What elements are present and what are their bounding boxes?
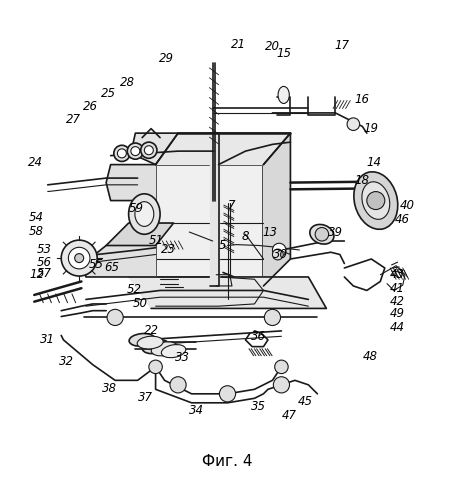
Text: 52: 52 bbox=[126, 283, 142, 296]
Text: 32: 32 bbox=[59, 355, 74, 368]
Text: 15: 15 bbox=[276, 46, 291, 60]
Text: 31: 31 bbox=[40, 334, 55, 346]
Ellipse shape bbox=[151, 342, 178, 356]
Ellipse shape bbox=[278, 86, 289, 104]
Ellipse shape bbox=[162, 344, 186, 358]
Text: 25: 25 bbox=[101, 87, 116, 100]
Circle shape bbox=[367, 192, 385, 210]
Ellipse shape bbox=[354, 172, 398, 230]
Polygon shape bbox=[263, 133, 290, 286]
Text: 29: 29 bbox=[159, 52, 174, 66]
Text: 17: 17 bbox=[334, 39, 349, 52]
Text: Фиг. 4: Фиг. 4 bbox=[202, 454, 253, 468]
Polygon shape bbox=[84, 246, 156, 277]
Circle shape bbox=[107, 310, 123, 326]
Circle shape bbox=[219, 386, 236, 402]
Polygon shape bbox=[156, 164, 263, 286]
Circle shape bbox=[264, 310, 281, 326]
Text: 20: 20 bbox=[265, 40, 280, 54]
Text: 12: 12 bbox=[29, 268, 44, 281]
Polygon shape bbox=[156, 133, 290, 164]
Polygon shape bbox=[129, 277, 326, 308]
Text: 41: 41 bbox=[390, 282, 405, 294]
Text: 18: 18 bbox=[355, 174, 370, 187]
Text: 65: 65 bbox=[104, 260, 119, 274]
Text: 39: 39 bbox=[328, 226, 343, 239]
Text: 37: 37 bbox=[138, 391, 153, 404]
Ellipse shape bbox=[347, 118, 359, 130]
Text: 53: 53 bbox=[36, 242, 51, 256]
Text: 23: 23 bbox=[161, 244, 176, 256]
Text: 14: 14 bbox=[366, 156, 381, 169]
Circle shape bbox=[170, 376, 186, 393]
Ellipse shape bbox=[129, 194, 160, 234]
Text: 44: 44 bbox=[390, 321, 405, 334]
Ellipse shape bbox=[362, 182, 390, 220]
Text: 50: 50 bbox=[132, 296, 147, 310]
Circle shape bbox=[127, 143, 143, 159]
Circle shape bbox=[117, 149, 126, 158]
Text: 55: 55 bbox=[89, 258, 104, 271]
Text: 26: 26 bbox=[83, 100, 98, 112]
Circle shape bbox=[275, 360, 288, 374]
Circle shape bbox=[141, 142, 157, 158]
Text: 38: 38 bbox=[102, 382, 117, 395]
Text: 34: 34 bbox=[188, 404, 203, 417]
Text: 57: 57 bbox=[36, 267, 51, 280]
Text: 49: 49 bbox=[390, 308, 405, 320]
Circle shape bbox=[315, 228, 329, 241]
Circle shape bbox=[131, 146, 140, 156]
Text: 43: 43 bbox=[390, 268, 405, 281]
Text: 7: 7 bbox=[228, 198, 236, 211]
Ellipse shape bbox=[310, 224, 334, 244]
Text: 54: 54 bbox=[29, 211, 44, 224]
Text: 5: 5 bbox=[219, 239, 227, 252]
Text: 56: 56 bbox=[36, 256, 51, 269]
Polygon shape bbox=[209, 133, 218, 286]
Text: 24: 24 bbox=[28, 156, 43, 169]
Text: 46: 46 bbox=[394, 213, 410, 226]
Text: 22: 22 bbox=[144, 324, 159, 338]
Text: 47: 47 bbox=[282, 409, 297, 422]
Ellipse shape bbox=[129, 334, 155, 346]
Text: 21: 21 bbox=[231, 38, 246, 51]
Text: 48: 48 bbox=[363, 350, 378, 364]
Text: 33: 33 bbox=[175, 352, 190, 364]
Text: 35: 35 bbox=[251, 400, 266, 413]
Circle shape bbox=[114, 146, 130, 162]
Circle shape bbox=[149, 360, 162, 374]
Circle shape bbox=[273, 244, 286, 256]
Text: 42: 42 bbox=[390, 295, 405, 308]
Circle shape bbox=[68, 248, 90, 269]
Text: 51: 51 bbox=[149, 234, 164, 246]
Circle shape bbox=[144, 146, 153, 154]
Polygon shape bbox=[106, 164, 156, 200]
Text: 45: 45 bbox=[297, 396, 312, 408]
Text: 27: 27 bbox=[66, 113, 81, 126]
Ellipse shape bbox=[135, 202, 154, 226]
Circle shape bbox=[75, 254, 84, 262]
Text: 59: 59 bbox=[129, 202, 144, 215]
Ellipse shape bbox=[137, 336, 163, 349]
Circle shape bbox=[273, 376, 289, 393]
Text: 16: 16 bbox=[355, 93, 370, 106]
Circle shape bbox=[273, 249, 283, 260]
Text: 36: 36 bbox=[251, 330, 266, 343]
Polygon shape bbox=[131, 133, 178, 164]
Ellipse shape bbox=[142, 340, 169, 353]
Circle shape bbox=[61, 240, 97, 276]
Text: 19: 19 bbox=[364, 122, 379, 135]
Text: 40: 40 bbox=[400, 198, 415, 211]
Text: 13: 13 bbox=[263, 226, 278, 239]
Text: 58: 58 bbox=[29, 224, 44, 237]
Text: 28: 28 bbox=[120, 76, 135, 90]
Text: 30: 30 bbox=[273, 248, 288, 261]
Polygon shape bbox=[106, 223, 173, 246]
Text: 8: 8 bbox=[242, 230, 249, 243]
